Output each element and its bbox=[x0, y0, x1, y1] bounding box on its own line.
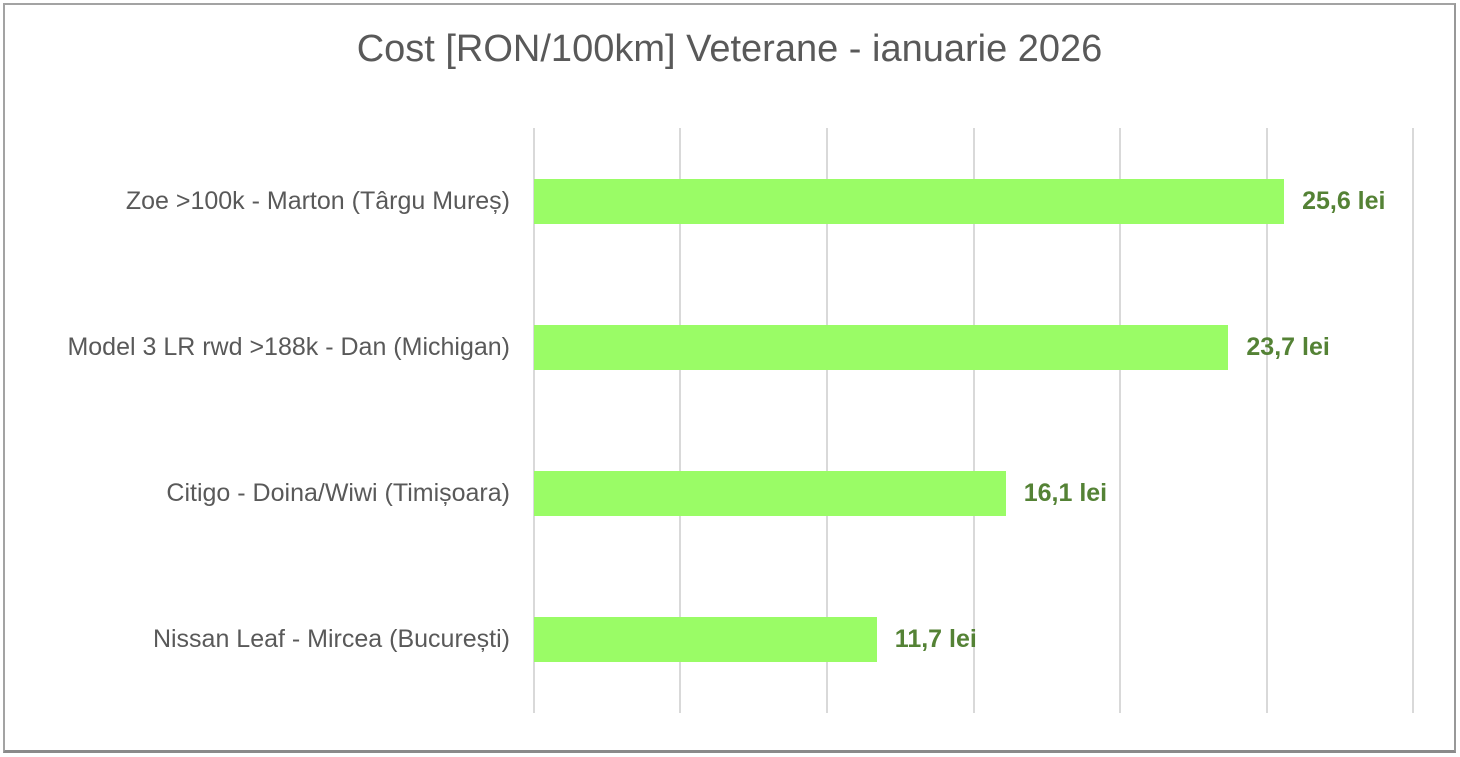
bar bbox=[534, 471, 1006, 517]
chart-container: Cost [RON/100km] Veterane - ianuarie 202… bbox=[3, 3, 1456, 753]
gridline bbox=[1265, 128, 1268, 713]
category-label: Nissan Leaf - Mircea (București) bbox=[152, 625, 510, 654]
value-label: 25,6 lei bbox=[1302, 186, 1386, 215]
value-label: 11,7 lei bbox=[894, 625, 977, 654]
bar bbox=[534, 178, 1285, 224]
gridline bbox=[1118, 128, 1121, 713]
value-label: 16,1 lei bbox=[1023, 479, 1108, 508]
chart-title: Cost [RON/100km] Veterane - ianuarie 202… bbox=[356, 28, 1103, 70]
bar bbox=[534, 324, 1229, 370]
bar-track: 11,7 lei bbox=[534, 567, 1413, 713]
bar-track: 25,6 lei bbox=[534, 128, 1413, 274]
bar-track: 23,7 lei bbox=[534, 274, 1413, 420]
bar bbox=[534, 617, 877, 663]
gridline bbox=[679, 128, 682, 713]
bar-track: 16,1 lei bbox=[534, 421, 1413, 567]
bar-row: Citigo - Doina/Wiwi (Timișoara) 16,1 lei bbox=[5, 421, 1454, 567]
bar-row: Zoe >100k - Marton (Târgu Mureș) 25,6 le… bbox=[5, 128, 1454, 274]
bar-row: Model 3 LR rwd >188k - Dan (Michigan) 23… bbox=[5, 274, 1454, 420]
value-label: 23,7 lei bbox=[1246, 332, 1330, 361]
gridline bbox=[1412, 128, 1414, 713]
category-label: Zoe >100k - Marton (Târgu Mureș) bbox=[125, 186, 510, 215]
plot-area: Zoe >100k - Marton (Târgu Mureș) 25,6 le… bbox=[5, 128, 1454, 713]
category-label: Citigo - Doina/Wiwi (Timișoara) bbox=[166, 479, 510, 508]
gridlines bbox=[533, 128, 1414, 713]
gridline bbox=[533, 128, 535, 713]
gridline bbox=[825, 128, 828, 713]
gridline bbox=[972, 128, 975, 713]
bar-row: Nissan Leaf - Mircea (București) 11,7 le… bbox=[5, 567, 1454, 713]
category-label: Model 3 LR rwd >188k - Dan (Michigan) bbox=[67, 332, 510, 361]
